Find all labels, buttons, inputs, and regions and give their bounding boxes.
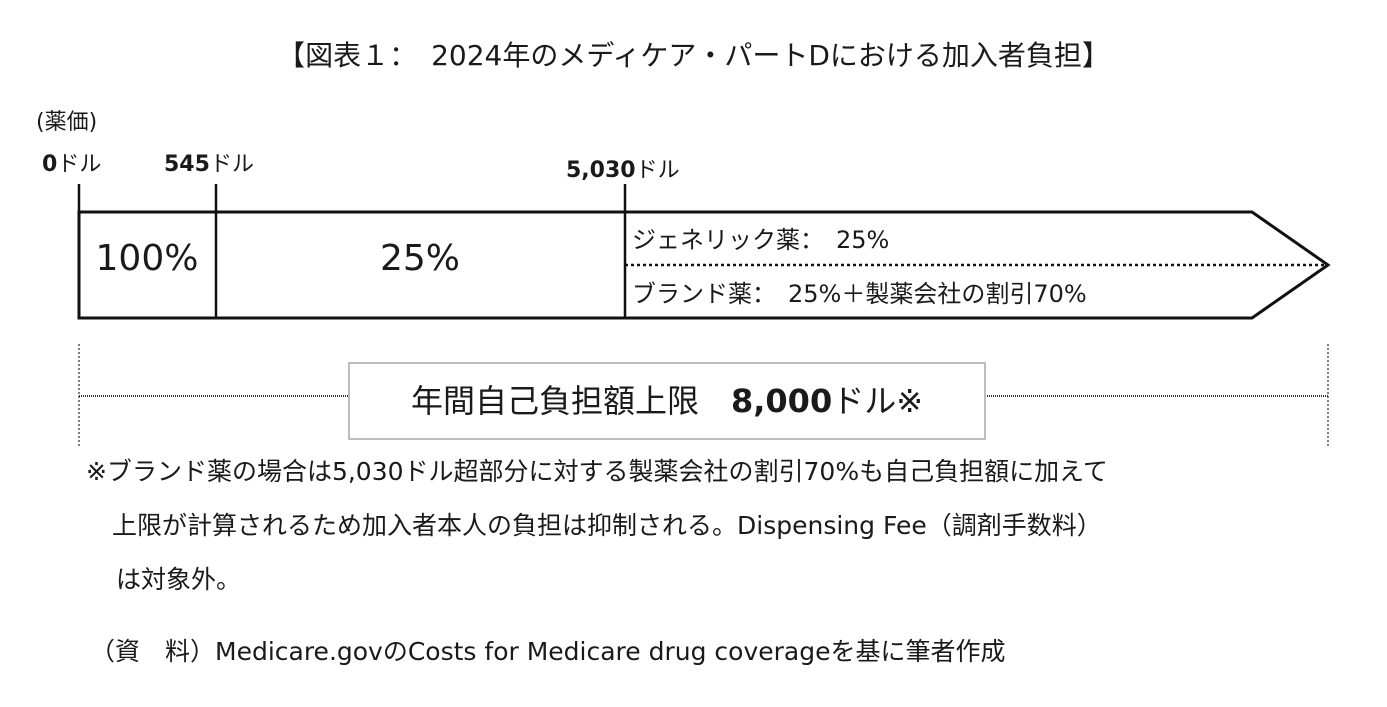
segment-initial-rate: 25% bbox=[379, 238, 460, 279]
tick-unit: ドル bbox=[635, 158, 680, 183]
footnote-line-2: 上限が計算されるため加入者本人の負担は抑制される。Dispensing Fee（… bbox=[112, 511, 1102, 540]
bar-outline bbox=[77, 210, 1331, 320]
cap-value: 8,000 bbox=[730, 382, 833, 420]
tick-value: 545 bbox=[164, 152, 210, 177]
page-title: 【図表１： 2024年のメディケア・パートDにおける加入者負担】 bbox=[277, 39, 1110, 72]
cap-box: 年間自己負担額上限 8,000ドル※ bbox=[348, 362, 986, 440]
footnote-line-1: ※ブランド薬の場合は5,030ドル超部分に対する製薬会社の割引70%も自己負担額… bbox=[86, 457, 1108, 486]
source-note: （資 料）Medicare.govのCosts for Medicare dru… bbox=[90, 637, 1006, 666]
tick-value: 0 bbox=[42, 152, 58, 177]
footnote-line-3: は対象外。 bbox=[116, 565, 242, 594]
tick-unit: ドル bbox=[209, 152, 254, 177]
axis-unit-label: (薬価) bbox=[36, 110, 98, 135]
tick-unit: ドル bbox=[57, 152, 102, 177]
cap-unit: ドル※ bbox=[832, 382, 924, 420]
segment-brand-rate: ブランド薬： 25%＋製薬会社の割引70% bbox=[632, 280, 1087, 308]
tick-label-0: 0ドル bbox=[42, 146, 101, 178]
segment-generic-rate: ジェネリック薬： 25% bbox=[632, 226, 890, 254]
cap-label: 年間自己負担額上限 bbox=[410, 382, 699, 420]
segment-deductible-rate: 100% bbox=[95, 238, 199, 279]
tick-label-545: 545ドル bbox=[164, 146, 254, 178]
tick-value: 5,030 bbox=[566, 158, 636, 183]
tick-label-5030: 5,030ドル bbox=[566, 152, 680, 184]
